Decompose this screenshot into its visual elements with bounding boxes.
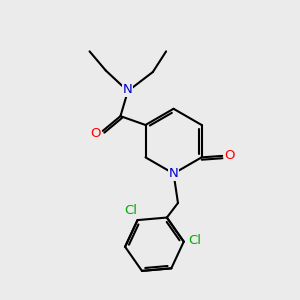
Text: O: O bbox=[224, 149, 235, 162]
Text: N: N bbox=[123, 83, 133, 96]
Text: Cl: Cl bbox=[124, 204, 138, 218]
Text: O: O bbox=[90, 127, 101, 140]
Text: Cl: Cl bbox=[188, 234, 201, 247]
Text: N: N bbox=[169, 167, 178, 180]
